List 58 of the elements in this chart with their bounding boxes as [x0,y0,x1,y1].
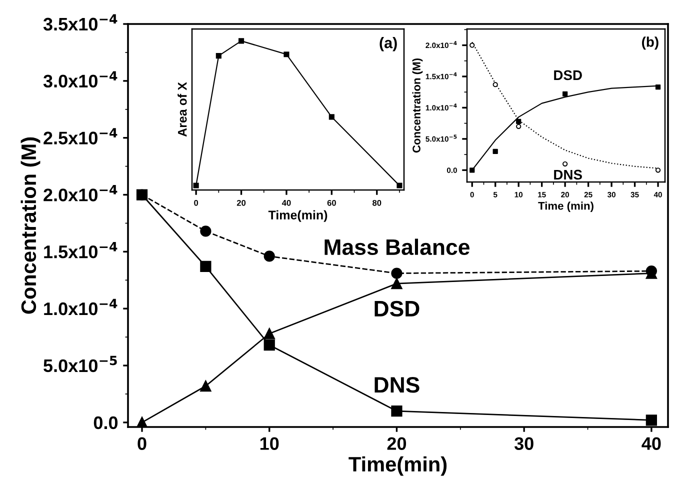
y-axis-title: Area of X [178,82,187,137]
chart-title: (a) [380,37,397,52]
point [238,38,244,44]
point [516,118,522,124]
point [470,168,475,173]
point [492,82,498,88]
x-tick-label: 30 [514,437,534,450]
series-label: DNS [374,377,420,393]
series-label: Mass Balance [324,238,470,256]
y-tick-label: 2.5x10$^{−4}$ [44,128,118,144]
point [655,84,661,90]
y-tick-label: 3.0x10$^{−4}$ [43,71,118,88]
x-tick-label: 60 [327,200,336,206]
point [391,278,402,290]
point [328,114,334,120]
x-tick-label: 40 [642,437,661,450]
point [200,380,212,392]
x-tick-label: 0 [194,200,198,206]
point [264,328,275,340]
x-tick-label: 20 [236,200,246,206]
point [655,168,661,173]
point [216,53,222,59]
y-tick-label: 5.0x10$^{−5}$ [44,356,117,372]
text: (b) [642,36,658,50]
point [264,250,275,262]
y-tick-label: 1.5x10$^{−4}$ [44,242,118,258]
y-axis-title: Concentration (M) [412,58,423,153]
y-tick-label: 1.0x10$^{−4}$ [44,298,118,316]
point [646,414,657,426]
point [396,182,402,188]
point [200,260,212,272]
x-tick-label: 0 [138,437,146,450]
point [391,406,402,417]
point [562,91,568,97]
y-tick-label: 0.0 [94,416,118,430]
x-tick-label: 80 [372,200,382,206]
point [562,161,568,166]
point [200,226,212,237]
y-axis-title: Concentration (M) [20,137,40,314]
x-tick-label: 40 [282,200,291,206]
point [264,339,275,351]
x-axis-title: Time (min) [538,202,594,212]
point [391,268,402,279]
point [470,42,475,48]
series-label: DNS [554,170,582,180]
y-tick-label: 3.5x10$^{−4}$ [43,14,118,31]
point [492,148,498,154]
point [284,52,290,58]
x-axis-title: Time(min) [268,210,328,222]
point [136,189,148,200]
x-axis-title: Time(min) [348,456,447,476]
series-label: DSD [374,300,420,317]
x-tick-label: 10 [260,437,279,450]
point [516,124,522,129]
point [193,182,199,188]
y-tick-label: 2.0x10$^{−4}$ [44,185,118,202]
series-label: DSD [554,70,582,80]
x-tick-label: 20 [387,437,406,450]
